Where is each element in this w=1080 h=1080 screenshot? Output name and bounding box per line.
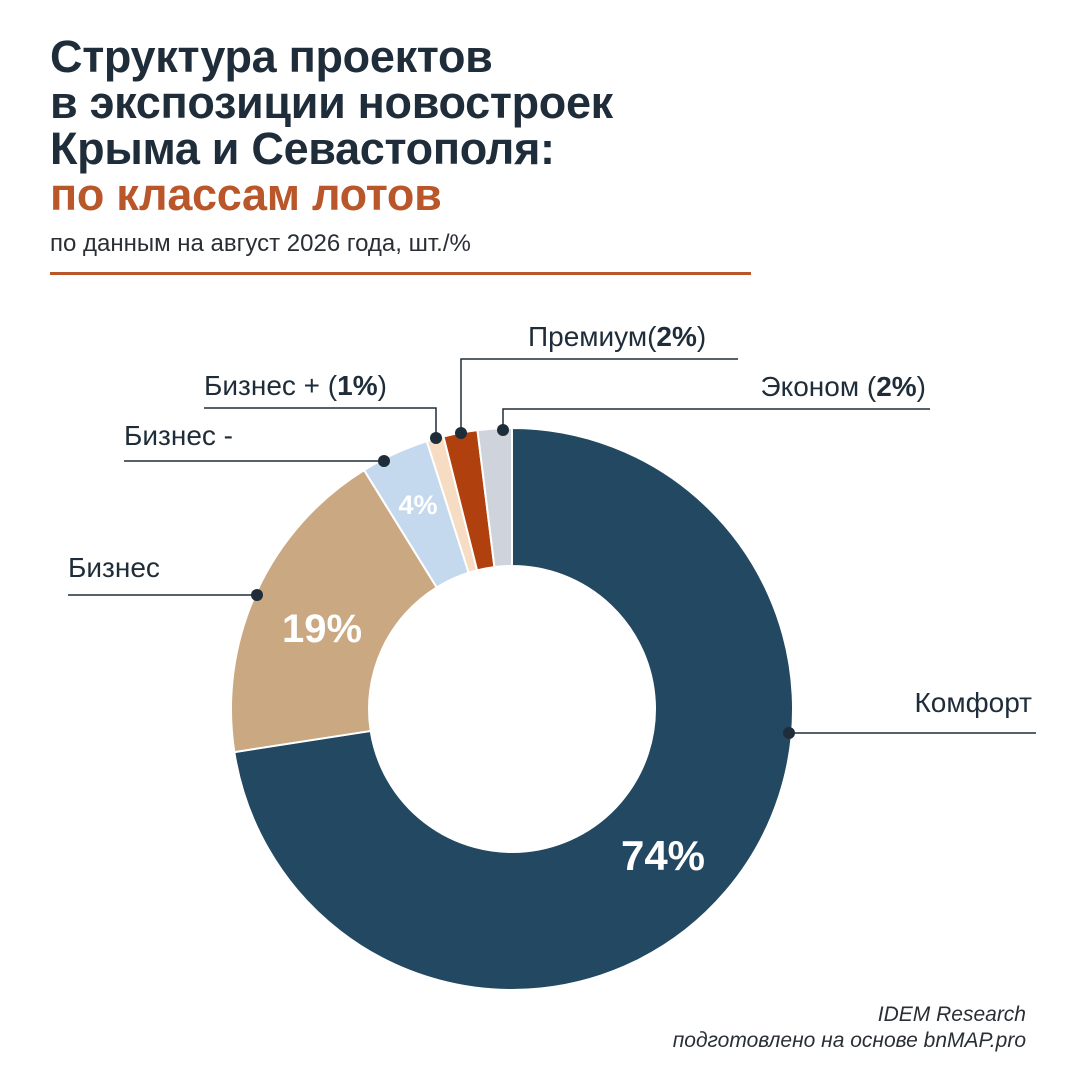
- leader-biznes-plus: [204, 407, 437, 438]
- label-biznes-minus: Бизнес -: [124, 420, 233, 451]
- label-biznes: Бизнес: [68, 552, 160, 583]
- dot-biznes: [251, 589, 263, 601]
- title-line-3: Крыма и Севастополя:: [50, 123, 555, 174]
- source-line-1: IDEM Research: [877, 1003, 1026, 1026]
- chart-title: Структура проектов в экспозиции новостро…: [50, 34, 950, 218]
- donut-slice-5: [476, 426, 513, 569]
- title-divider: [50, 272, 751, 275]
- leader-lines: [68, 358, 1036, 734]
- label-biznes-plus-value: 1%: [337, 370, 378, 401]
- label-premium: Премиум(2%): [528, 321, 706, 352]
- donut-slice-1: [230, 468, 439, 754]
- label-biznes-plus-close: ): [378, 370, 387, 401]
- label-ekonom-close: ): [917, 371, 926, 402]
- label-premium-value: 2%: [656, 321, 697, 352]
- title-line-1: Структура проектов: [50, 31, 493, 82]
- label-biznes-plus: Бизнес + (1%): [204, 370, 387, 401]
- label-premium-name: Премиум(: [528, 321, 657, 352]
- donut-slice-0: [233, 426, 794, 991]
- leader-ekonom: [502, 408, 930, 430]
- leader-dots: [251, 424, 795, 739]
- source-line-2: подготовлено на основе bnMAP.pro: [672, 1029, 1026, 1052]
- dot-premium: [455, 427, 467, 439]
- source-note: IDEM Research подготовлено на основе bnM…: [673, 1002, 1026, 1054]
- donut-slices: [230, 426, 794, 991]
- pct-label-biznes-minus: 4%: [398, 490, 437, 520]
- label-biznes-plus-name: Бизнес + (: [204, 370, 338, 401]
- dot-biznes-minus: [378, 455, 390, 467]
- label-komfort: Комфорт: [914, 687, 1032, 718]
- title-accent: по классам лотов: [50, 169, 442, 220]
- label-ekonom: Эконом (2%): [761, 371, 926, 402]
- leader-premium: [460, 358, 738, 433]
- chart-subtitle: по данным на август 2026 года, шт./%: [50, 230, 471, 257]
- dot-komfort: [783, 727, 795, 739]
- dot-biznes-plus: [430, 432, 442, 444]
- label-ekonom-value: 2%: [876, 371, 917, 402]
- title-line-2: в экспозиции новостроек: [50, 77, 613, 128]
- label-premium-close: ): [697, 321, 706, 352]
- pct-label-biznes: 19%: [282, 607, 362, 651]
- pct-label-komfort: 74%: [621, 832, 705, 879]
- dot-ekonom: [497, 424, 509, 436]
- label-ekonom-name: Эконом (: [761, 371, 877, 402]
